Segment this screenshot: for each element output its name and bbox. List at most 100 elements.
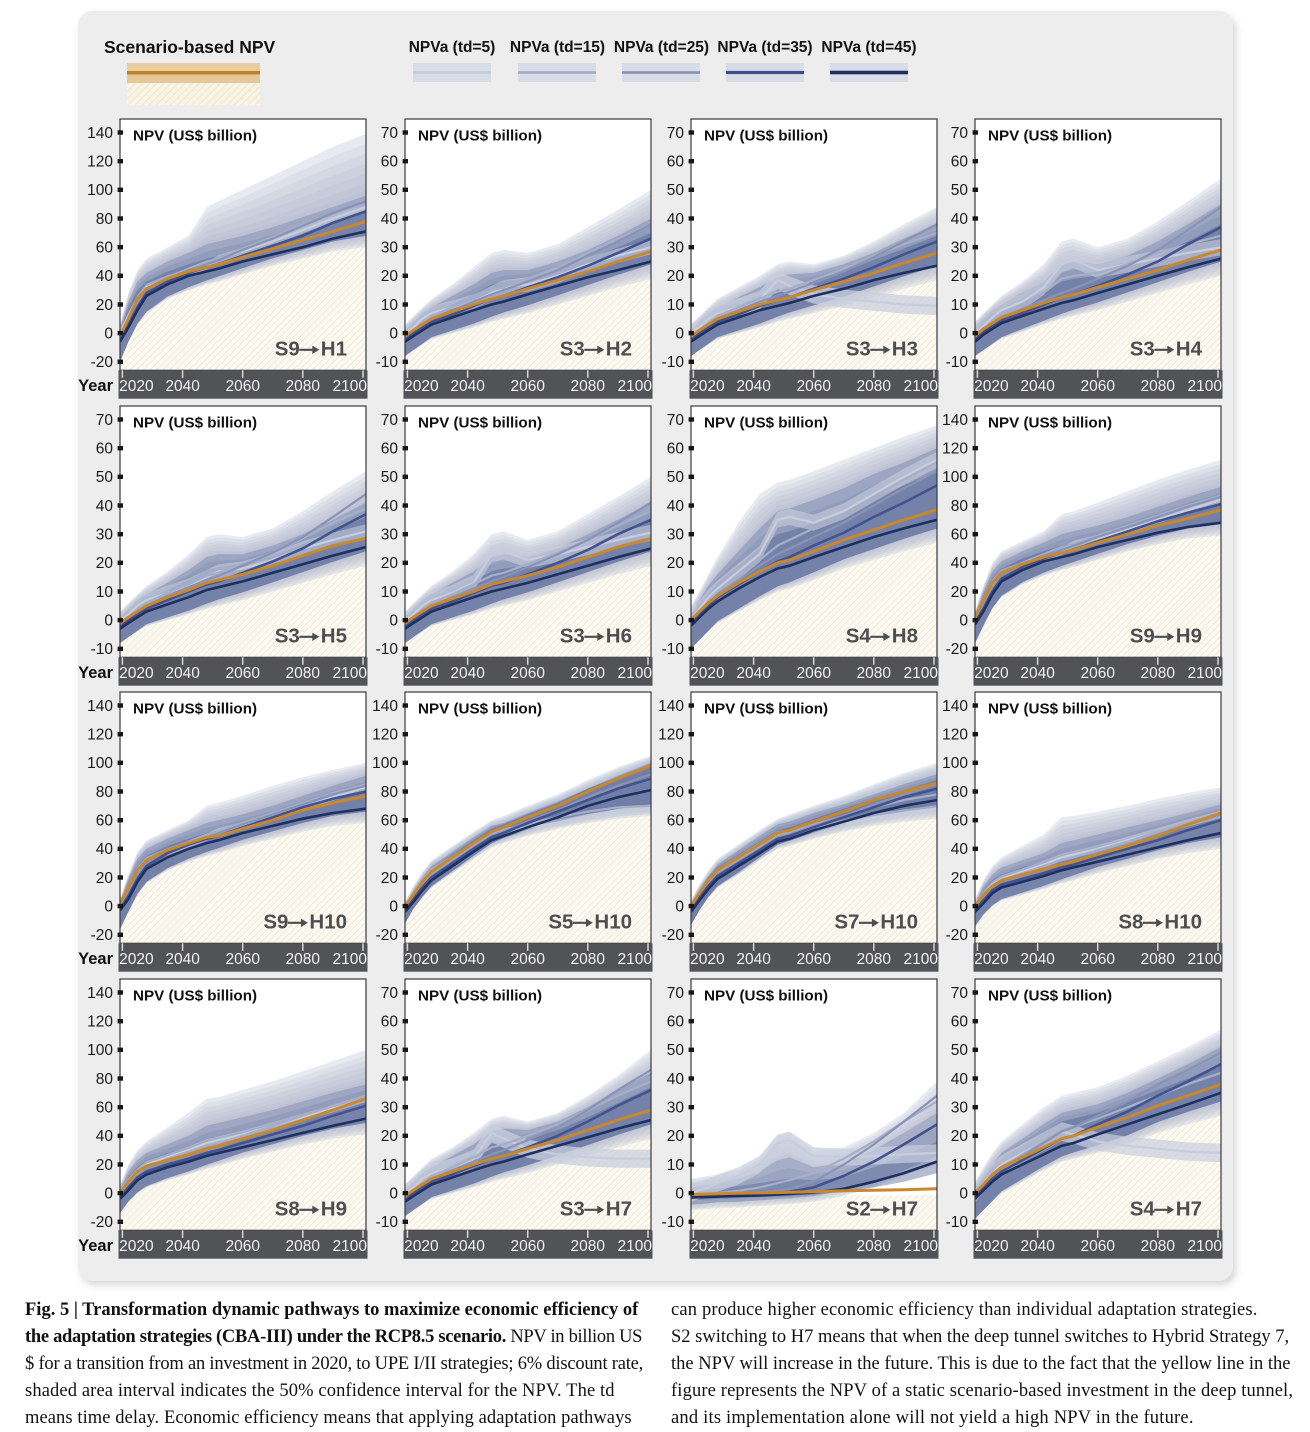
svg-text:H1: H1: [321, 337, 347, 360]
svg-text:30: 30: [951, 1100, 969, 1117]
svg-text:80: 80: [667, 784, 685, 801]
svg-text:0: 0: [104, 613, 113, 630]
svg-text:80: 80: [96, 784, 114, 801]
svg-text:40: 40: [951, 555, 969, 572]
svg-text:10: 10: [667, 1157, 685, 1174]
svg-text:50: 50: [667, 469, 685, 486]
svg-text:2100: 2100: [617, 665, 652, 682]
svg-text:S3: S3: [846, 337, 871, 360]
svg-text:NPV (US$ billion): NPV (US$ billion): [988, 415, 1112, 432]
svg-text:20: 20: [381, 870, 399, 887]
svg-text:NPV (US$ billion): NPV (US$ billion): [418, 988, 542, 1005]
svg-text:0: 0: [389, 899, 398, 916]
svg-text:0: 0: [676, 1186, 685, 1203]
svg-text:2040: 2040: [1021, 665, 1056, 682]
svg-text:60: 60: [96, 239, 114, 256]
svg-text:2040: 2040: [1021, 377, 1056, 394]
svg-text:40: 40: [667, 1071, 685, 1088]
svg-text:-10: -10: [91, 641, 114, 658]
svg-text:2100: 2100: [333, 1238, 368, 1255]
svg-text:2040: 2040: [1021, 951, 1056, 968]
svg-text:0: 0: [389, 613, 398, 630]
svg-text:S3: S3: [560, 624, 585, 647]
svg-text:100: 100: [372, 755, 398, 772]
svg-text:80: 80: [96, 210, 114, 227]
svg-text:80: 80: [951, 498, 969, 515]
svg-text:100: 100: [943, 469, 969, 486]
svg-text:2100: 2100: [617, 1238, 652, 1255]
svg-text:140: 140: [87, 124, 113, 141]
svg-text:2020: 2020: [119, 1238, 154, 1255]
svg-text:0: 0: [104, 1186, 113, 1203]
svg-text:2080: 2080: [1141, 1238, 1176, 1255]
svg-text:2100: 2100: [1188, 951, 1223, 968]
svg-text:50: 50: [667, 1042, 685, 1059]
svg-text:-10: -10: [946, 1214, 969, 1231]
svg-text:80: 80: [96, 1071, 114, 1088]
svg-text:S3: S3: [560, 1197, 585, 1220]
svg-text:S7: S7: [835, 911, 860, 934]
svg-text:60: 60: [381, 813, 399, 830]
svg-text:2100: 2100: [333, 665, 368, 682]
svg-text:20: 20: [667, 555, 685, 572]
svg-text:30: 30: [667, 527, 685, 544]
svg-text:-20: -20: [375, 927, 398, 944]
svg-text:2020: 2020: [119, 665, 154, 682]
svg-text:H7: H7: [892, 1197, 918, 1220]
svg-text:2060: 2060: [1081, 951, 1116, 968]
svg-text:100: 100: [87, 182, 113, 199]
svg-text:-10: -10: [375, 354, 398, 371]
svg-text:2080: 2080: [857, 377, 892, 394]
svg-text:30: 30: [381, 527, 399, 544]
svg-text:2040: 2040: [737, 377, 772, 394]
svg-text:60: 60: [381, 1014, 399, 1031]
svg-text:10: 10: [96, 584, 114, 601]
svg-text:2100: 2100: [333, 377, 368, 394]
svg-text:60: 60: [667, 813, 685, 830]
svg-text:60: 60: [96, 813, 114, 830]
svg-text:40: 40: [381, 498, 399, 515]
svg-text:100: 100: [943, 755, 969, 772]
svg-text:140: 140: [372, 698, 398, 715]
svg-text:2100: 2100: [1188, 665, 1223, 682]
svg-text:20: 20: [96, 555, 114, 572]
svg-text:2100: 2100: [904, 377, 939, 394]
svg-text:2080: 2080: [286, 665, 321, 682]
svg-text:NPV (US$ billion): NPV (US$ billion): [418, 415, 542, 432]
svg-text:H10: H10: [309, 911, 347, 934]
svg-text:Year: Year: [78, 1237, 113, 1255]
svg-text:120: 120: [87, 727, 113, 744]
svg-text:2020: 2020: [690, 951, 725, 968]
svg-text:40: 40: [96, 498, 114, 515]
svg-text:40: 40: [951, 210, 969, 227]
svg-text:2040: 2040: [165, 665, 200, 682]
svg-text:2060: 2060: [510, 1238, 545, 1255]
svg-text:20: 20: [381, 268, 399, 285]
svg-text:2080: 2080: [1141, 377, 1176, 394]
svg-text:20: 20: [381, 555, 399, 572]
svg-text:70: 70: [381, 412, 399, 429]
svg-text:60: 60: [96, 1100, 114, 1117]
svg-text:2040: 2040: [737, 951, 772, 968]
svg-text:40: 40: [667, 210, 685, 227]
svg-text:2060: 2060: [1081, 1238, 1116, 1255]
svg-text:70: 70: [951, 124, 969, 141]
svg-text:50: 50: [951, 182, 969, 199]
svg-text:2020: 2020: [975, 665, 1010, 682]
svg-text:2020: 2020: [119, 377, 154, 394]
svg-text:60: 60: [951, 153, 969, 170]
svg-text:2100: 2100: [904, 665, 939, 682]
svg-text:20: 20: [381, 1128, 399, 1145]
svg-text:2100: 2100: [1188, 1238, 1223, 1255]
svg-text:2080: 2080: [570, 665, 605, 682]
svg-text:50: 50: [96, 469, 114, 486]
svg-text:2060: 2060: [797, 665, 832, 682]
svg-text:70: 70: [667, 412, 685, 429]
svg-text:120: 120: [943, 727, 969, 744]
svg-text:140: 140: [943, 698, 969, 715]
svg-text:2040: 2040: [1021, 1238, 1056, 1255]
svg-text:2060: 2060: [797, 377, 832, 394]
svg-text:H7: H7: [606, 1197, 632, 1220]
svg-text:20: 20: [667, 268, 685, 285]
svg-text:20: 20: [96, 296, 114, 313]
